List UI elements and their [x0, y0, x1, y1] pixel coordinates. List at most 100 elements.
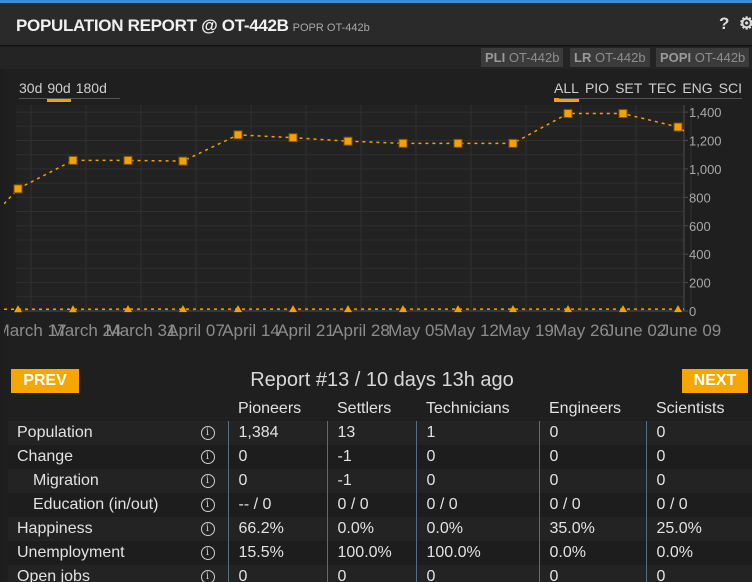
table-cell: 0 [538, 469, 646, 493]
table-cell: 0 [326, 565, 416, 582]
info-icon[interactable]: i [200, 570, 215, 582]
command-lr[interactable]: LR OT-442b [570, 48, 650, 67]
tab-90d[interactable]: 90d [47, 80, 72, 102]
chart-x-tick-label: March 24 [51, 321, 122, 340]
chart-data-point [674, 305, 682, 313]
next-button[interactable]: NEXT [682, 369, 748, 393]
chart-data-point [233, 130, 243, 140]
chart-data-point [619, 305, 627, 313]
chart-y-tick-label: 800 [689, 190, 711, 205]
table-cell: 0 [415, 565, 539, 582]
chart-data-point [123, 155, 133, 165]
info-icon[interactable]: i [200, 522, 215, 536]
table-cell: 0.0% [326, 517, 416, 541]
tab-pio[interactable]: PIO [584, 80, 610, 96]
chart-x-tick-label: June 02 [606, 321, 667, 340]
table-cell: 100.0% [415, 541, 539, 565]
chart-y-tick-label: 1,400 [689, 105, 722, 120]
table-cell: 0 [415, 469, 539, 493]
table-cell: 13 [326, 421, 416, 445]
table-cell: 0.0% [538, 541, 646, 565]
info-icon[interactable]: i [200, 426, 215, 440]
row-label: Population [17, 424, 93, 441]
chart-x-tick-label: April 28 [332, 321, 390, 340]
settings-icon[interactable]: ⚙ [739, 14, 752, 33]
chart-data-point [454, 305, 462, 313]
prev-button[interactable]: PREV [11, 369, 79, 393]
category-tabs: ALL PIO SET TEC ENG SCI [548, 80, 742, 102]
chart-data-point [13, 184, 23, 194]
chart-data-point [288, 133, 298, 143]
table-cell: 0 [227, 445, 327, 469]
tab-180d[interactable]: 180d [75, 80, 107, 96]
table-cell: 100.0% [326, 541, 416, 565]
chart-y-tick-label: 1,000 [689, 162, 722, 177]
tab-tec[interactable]: TEC [648, 80, 677, 96]
chart-data-point [14, 305, 22, 313]
category-tab-underline [559, 98, 742, 99]
chart-data-point [344, 305, 352, 313]
command-pli[interactable]: PLI OT-442b [481, 48, 564, 67]
table-cell: 1,384 [227, 421, 327, 445]
chart-data-point [564, 305, 572, 313]
column-header-engineers: Engineers [549, 400, 622, 417]
column-header-settlers: Settlers [337, 400, 392, 417]
chart-x-tick-label: May 12 [443, 321, 499, 340]
info-icon[interactable]: i [200, 450, 215, 464]
chart-data-point [124, 305, 132, 313]
chart-y-tick-label: 400 [689, 247, 711, 262]
row-label-cell: Change i [8, 445, 228, 469]
tab-30d[interactable]: 30d [19, 80, 43, 96]
chart-data-point [563, 109, 573, 119]
chart-x-tick-label: March 31 [106, 321, 177, 340]
chart-data-point [289, 305, 297, 313]
chart-x-tick-label: April 21 [277, 321, 335, 340]
row-label-cell: Happiness i [8, 517, 228, 541]
table-cell: 0 / 0 [415, 493, 539, 517]
table-cell: 0 [538, 565, 646, 582]
table-cell: 0 [415, 445, 539, 469]
row-label-cell: Unemployment i [8, 541, 228, 565]
tab-all[interactable]: ALL [554, 80, 579, 102]
chart-x-tick-label: April 14 [222, 321, 280, 340]
info-icon[interactable]: i [200, 546, 215, 560]
tab-sci[interactable]: SCI [718, 80, 742, 96]
window-titlebar: POPULATION REPORT @ OT-442B POPR OT-442b … [0, 0, 752, 46]
table-row: Open jobs i 0 0 0 0 0 [8, 565, 752, 582]
table-header-row: Pioneers Settlers Technicians Engineers … [8, 397, 752, 421]
tab-set[interactable]: SET [615, 80, 643, 96]
table-cell: 0 [538, 421, 646, 445]
table-cell: -1 [326, 469, 416, 493]
window-subtitle: POPR OT-442b [292, 22, 370, 34]
row-label: Change [17, 448, 74, 465]
info-icon[interactable]: i [200, 498, 215, 512]
window-title-text: POPULATION REPORT @ OT-442B [16, 16, 289, 35]
chart-data-point [509, 305, 517, 313]
table-cell: 0 [645, 445, 752, 469]
help-icon[interactable]: ? [719, 14, 730, 33]
table-cell: 0 [645, 421, 752, 445]
command-popi[interactable]: POPI OT-442b [656, 48, 750, 67]
chart-data-point [673, 122, 683, 132]
table-cell: 15.5% [227, 541, 327, 565]
table-cell: 0 [227, 469, 327, 493]
chart-data-point [343, 136, 353, 146]
tab-eng[interactable]: ENG [682, 80, 713, 96]
table-cell: 35.0% [538, 517, 646, 541]
table-row: Population i 1,384 13 1 0 0 [8, 421, 752, 445]
table-cell: 0 / 0 [645, 493, 752, 517]
info-icon[interactable]: i [200, 474, 215, 488]
chart-data-point [68, 155, 78, 165]
chart-data-point [399, 305, 407, 313]
row-label: Education (in/out) [33, 496, 159, 513]
chart-data-point [178, 156, 188, 166]
report-title: Report #13 / 10 days 13h ago [250, 369, 514, 391]
range-tabs: 30d 90d 180d [19, 80, 112, 102]
table-cell: 0.0% [415, 517, 539, 541]
table-row: Migration i 0 -1 0 0 0 [8, 469, 752, 493]
table-cell: 66.2% [227, 517, 327, 541]
chart-y-tick-label: 0 [689, 304, 696, 319]
column-header-technicians: Technicians [426, 400, 510, 417]
row-label: Migration [33, 472, 99, 489]
table-cell: 25.0% [645, 517, 752, 541]
